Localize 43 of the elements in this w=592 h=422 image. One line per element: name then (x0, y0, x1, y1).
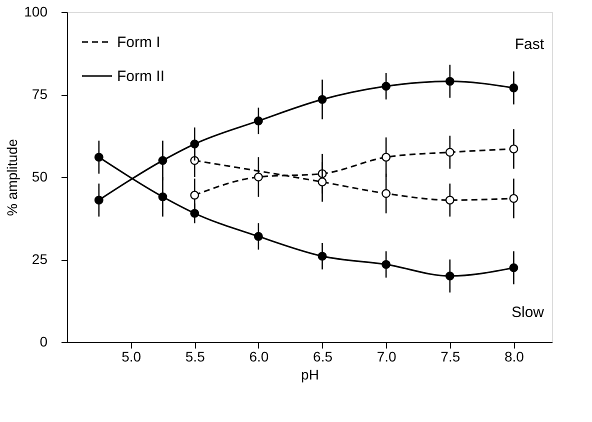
point (382, 189, 391, 198)
point (445, 196, 454, 205)
point (318, 252, 327, 261)
point (318, 94, 327, 104)
y-tick-label: 0 (40, 334, 48, 350)
point (509, 83, 518, 92)
x-tick-label: 5.0 (122, 348, 142, 364)
y-tick-label: 50 (32, 168, 48, 184)
point (509, 194, 518, 203)
x-tick-label: 7.5 (440, 348, 460, 364)
point (509, 144, 518, 154)
x-axis-title: pH (301, 366, 319, 382)
x-tick-label: 6.5 (313, 348, 333, 364)
x-tick-label: 5.5 (185, 348, 206, 364)
annotation: Slow (511, 304, 544, 321)
point (254, 172, 263, 182)
y-tick-label: 25 (32, 251, 48, 267)
y-tick-label: 75 (32, 86, 48, 102)
point (254, 232, 263, 241)
legend-label: Form II (117, 68, 164, 85)
point (445, 148, 454, 157)
y-tick-label: 100 (24, 4, 48, 20)
point (190, 140, 200, 148)
x-tick-label: 8.0 (504, 348, 524, 364)
point (382, 152, 391, 162)
point (509, 263, 518, 272)
x-tick-label: 7.0 (376, 348, 397, 364)
point (94, 196, 104, 205)
point (94, 152, 104, 162)
point (158, 192, 168, 202)
x-tick-label: 6.0 (249, 348, 269, 364)
point (158, 156, 168, 165)
legend-label: Form I (117, 34, 160, 51)
point (254, 116, 263, 126)
point (382, 82, 391, 91)
annotation: Fast (514, 36, 545, 53)
point (382, 260, 391, 269)
point (190, 190, 200, 200)
point (190, 208, 200, 218)
y-axis-title: % amplitude (4, 138, 20, 216)
point (445, 76, 454, 86)
point (318, 177, 327, 186)
point (445, 272, 454, 280)
